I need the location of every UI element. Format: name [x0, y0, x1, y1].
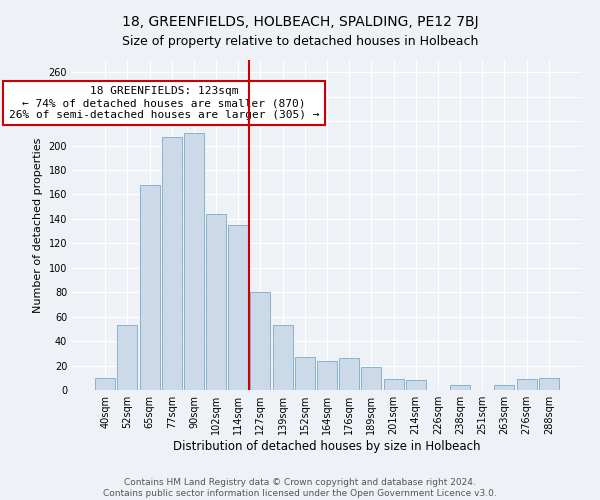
Bar [361, 367, 382, 390]
Bar [517, 379, 536, 390]
Bar [206, 214, 226, 390]
Bar [140, 184, 160, 390]
Text: 18, GREENFIELDS, HOLBEACH, SPALDING, PE12 7BJ: 18, GREENFIELDS, HOLBEACH, SPALDING, PE1… [122, 15, 478, 29]
Bar [250, 292, 271, 390]
Bar [317, 360, 337, 390]
Bar [450, 385, 470, 390]
Y-axis label: Number of detached properties: Number of detached properties [33, 138, 43, 312]
Bar [339, 358, 359, 390]
Text: 18 GREENFIELDS: 123sqm
← 74% of detached houses are smaller (870)
26% of semi-de: 18 GREENFIELDS: 123sqm ← 74% of detached… [8, 86, 319, 120]
Bar [494, 385, 514, 390]
Bar [162, 137, 182, 390]
Bar [383, 379, 404, 390]
Text: Size of property relative to detached houses in Holbeach: Size of property relative to detached ho… [122, 35, 478, 48]
Bar [406, 380, 426, 390]
Bar [295, 357, 315, 390]
Bar [184, 134, 204, 390]
Text: Contains HM Land Registry data © Crown copyright and database right 2024.
Contai: Contains HM Land Registry data © Crown c… [103, 478, 497, 498]
X-axis label: Distribution of detached houses by size in Holbeach: Distribution of detached houses by size … [173, 440, 481, 453]
Bar [228, 225, 248, 390]
Bar [95, 378, 115, 390]
Bar [118, 325, 137, 390]
Bar [272, 325, 293, 390]
Bar [539, 378, 559, 390]
